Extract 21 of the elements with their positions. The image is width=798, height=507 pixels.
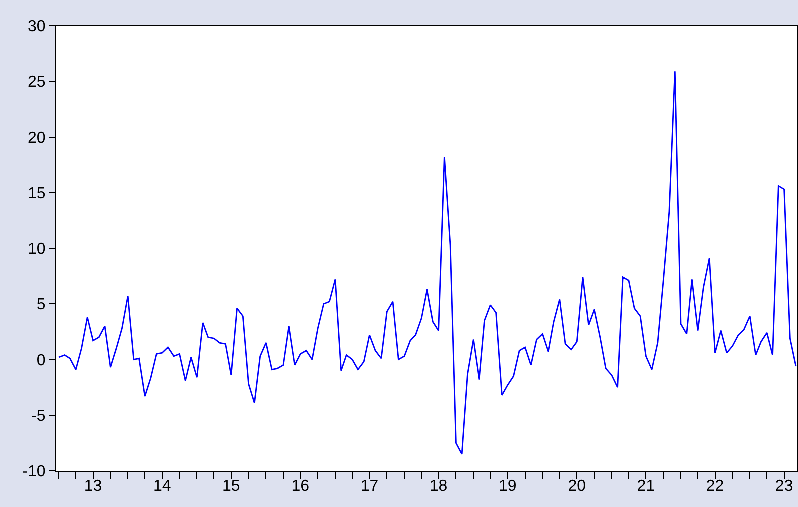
y-tick-label: 5 — [36, 296, 46, 314]
x-tick-label: 17 — [360, 478, 379, 496]
x-tick-label: 20 — [568, 478, 586, 496]
x-tick-label: 13 — [84, 478, 102, 496]
y-tick-label: 0 — [36, 352, 46, 370]
x-tick-label: 21 — [637, 478, 656, 496]
line-series — [58, 70, 797, 456]
x-tick-label: 23 — [775, 478, 794, 496]
x-tick-label: 19 — [498, 478, 517, 496]
y-tick-label: 10 — [28, 241, 46, 258]
y-tick-label: 15 — [28, 185, 46, 202]
y-tick-label: -5 — [32, 408, 46, 425]
y-tick-label: 20 — [28, 130, 46, 147]
y-tick-label: 30 — [28, 18, 46, 36]
x-tick-label: 22 — [706, 478, 724, 496]
x-tick-label: 16 — [292, 478, 310, 496]
y-tick-label: 25 — [28, 74, 46, 92]
x-tick-label: 14 — [153, 478, 172, 496]
y-tick-label: -10 — [22, 464, 46, 481]
x-tick-label: 15 — [222, 478, 240, 496]
x-tick-label: 18 — [430, 478, 448, 496]
